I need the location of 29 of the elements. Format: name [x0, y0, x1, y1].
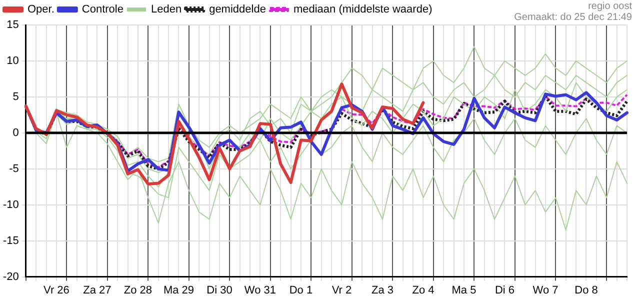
- x-tick-label: Wo 31: [244, 284, 276, 296]
- x-tick-label: Wo 7: [532, 284, 558, 296]
- y-tick-label: 15: [6, 19, 19, 32]
- legend-label: Leden: [150, 4, 182, 16]
- legend-label: Controle: [82, 4, 124, 16]
- x-tick-label: Ma 29: [163, 284, 194, 296]
- x-tick-label: Zo 28: [124, 284, 152, 296]
- x-tick-label: Do 1: [289, 284, 313, 296]
- y-tick-label: -20: [2, 270, 19, 283]
- y-tick-label: 10: [6, 55, 19, 68]
- x-tick-label: Vr 26: [44, 284, 70, 296]
- x-tick-label: Di 6: [494, 284, 515, 296]
- legend-label: Oper.: [28, 4, 54, 16]
- y-tick-label: 5: [12, 90, 19, 103]
- x-tick-label: Za 27: [83, 284, 112, 296]
- y-tick-label: 0: [12, 126, 19, 139]
- x-tick-label: Do 8: [574, 284, 598, 296]
- y-tick-label: -5: [9, 162, 19, 175]
- x-tick-label: Vr 2: [332, 284, 352, 296]
- legend-label: mediaan (middelste waarde): [293, 4, 432, 16]
- y-tick-label: -10: [2, 198, 19, 211]
- text: Gemaakt: do 25 dec 21:49: [514, 12, 632, 23]
- x-tick-label: Di 30: [206, 284, 232, 296]
- text: regio oost: [588, 0, 632, 12]
- y-tick-label: -15: [2, 234, 19, 247]
- x-tick-label: Zo 4: [412, 284, 434, 296]
- x-tick-label: Za 3: [371, 284, 394, 296]
- legend-label: gemiddelde: [209, 4, 266, 16]
- x-tick-label: Ma 5: [452, 284, 476, 296]
